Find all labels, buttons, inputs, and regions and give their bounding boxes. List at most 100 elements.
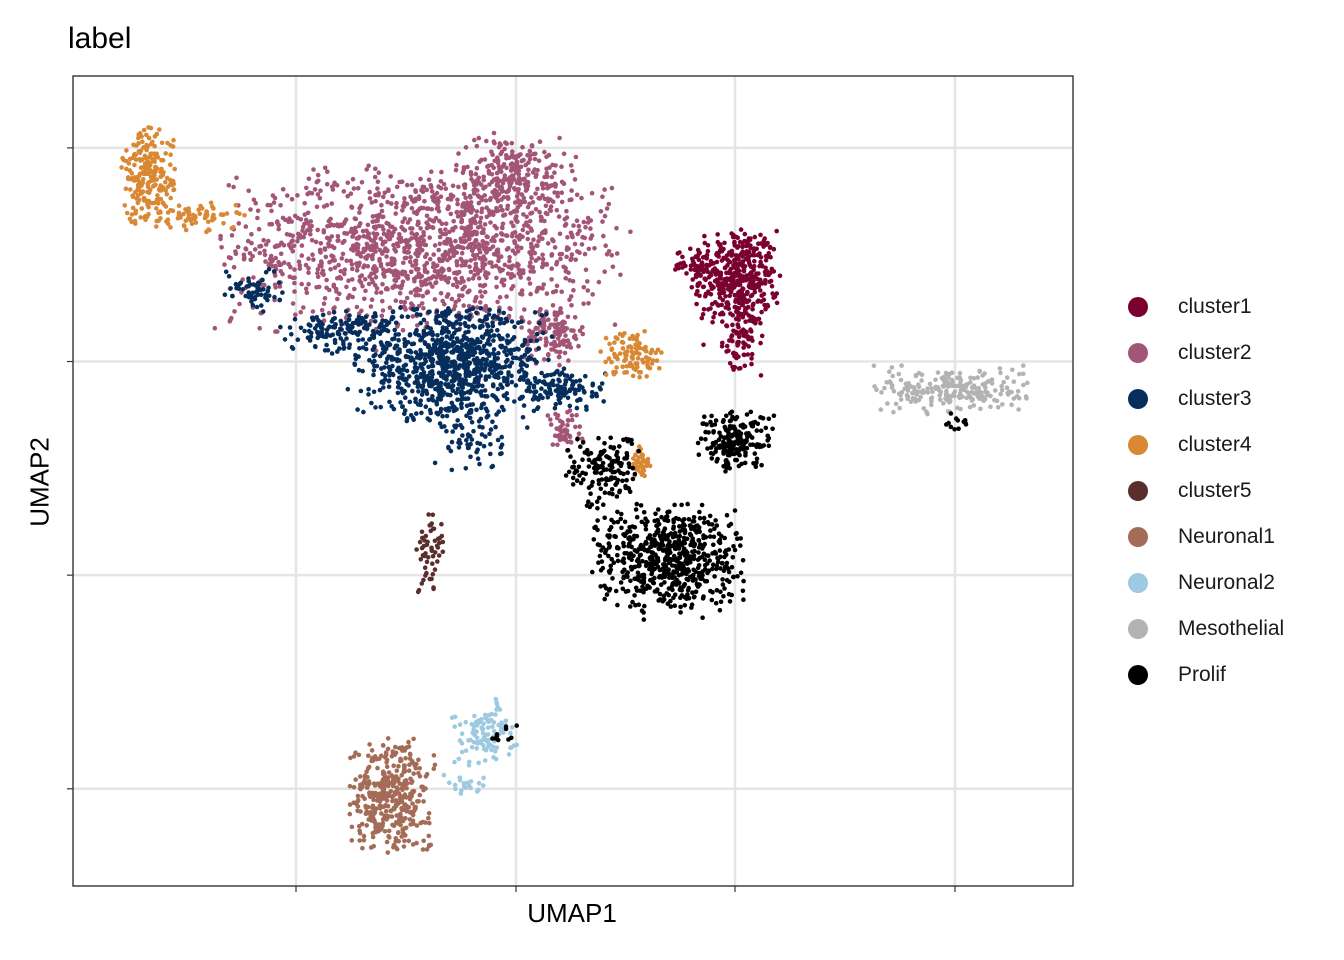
data-point — [606, 249, 612, 254]
data-point — [557, 251, 563, 257]
data-point — [566, 418, 571, 423]
data-point — [406, 768, 412, 773]
data-point — [454, 345, 460, 351]
data-point — [140, 157, 145, 162]
data-point — [165, 140, 170, 146]
data-point — [482, 758, 488, 763]
data-point — [535, 243, 540, 249]
data-point — [247, 251, 253, 256]
data-point — [441, 349, 446, 355]
data-point — [479, 432, 485, 437]
data-point — [459, 380, 464, 386]
data-point — [157, 127, 162, 132]
data-point — [157, 186, 162, 191]
data-point — [567, 376, 572, 382]
data-point — [380, 224, 385, 229]
data-point — [398, 400, 403, 405]
data-point — [577, 424, 583, 429]
data-point — [373, 829, 378, 835]
data-point — [957, 370, 963, 376]
data-point — [637, 341, 642, 346]
data-point — [380, 769, 386, 774]
data-point — [512, 251, 518, 256]
data-point — [372, 319, 378, 324]
data-point — [622, 331, 627, 336]
data-point — [504, 189, 509, 195]
data-point — [413, 261, 419, 267]
data-point — [498, 151, 504, 157]
data-point — [445, 257, 450, 263]
data-point — [505, 396, 510, 402]
data-point — [550, 303, 556, 308]
data-point — [908, 384, 914, 389]
data-point — [713, 300, 718, 305]
data-point — [146, 190, 152, 196]
data-point — [337, 291, 342, 297]
data-point — [461, 165, 467, 170]
data-point — [738, 366, 743, 371]
data-point — [395, 390, 401, 396]
data-point — [749, 361, 754, 367]
data-point — [509, 266, 514, 271]
data-point — [410, 307, 416, 312]
data-point — [405, 354, 411, 360]
data-point — [647, 366, 653, 371]
data-point — [362, 277, 368, 282]
data-point — [602, 269, 607, 275]
data-point — [400, 390, 406, 396]
data-point — [272, 273, 278, 278]
data-point — [472, 256, 478, 262]
data-point — [236, 221, 242, 226]
data-point — [330, 332, 336, 338]
data-point — [461, 191, 467, 197]
data-point — [387, 835, 392, 840]
data-point — [234, 210, 239, 215]
data-point — [434, 410, 440, 416]
data-point — [361, 409, 366, 415]
data-point — [733, 329, 739, 335]
data-point — [400, 327, 406, 333]
data-point — [726, 259, 732, 265]
data-point — [442, 356, 447, 362]
data-point — [350, 320, 356, 326]
data-point — [504, 247, 510, 252]
data-point — [748, 236, 753, 241]
data-point — [723, 282, 729, 288]
data-point — [554, 331, 560, 337]
data-point — [529, 244, 534, 250]
data-point — [614, 225, 619, 231]
data-point — [416, 770, 421, 776]
data-point — [356, 367, 362, 373]
data-point — [871, 363, 877, 369]
data-point — [484, 138, 489, 144]
data-point — [740, 286, 745, 291]
data-point — [526, 385, 532, 390]
data-point — [389, 259, 395, 264]
data-point — [371, 806, 376, 811]
data-point — [243, 224, 249, 229]
data-point — [483, 406, 489, 412]
data-point — [504, 165, 509, 171]
data-point — [427, 417, 433, 423]
data-point — [368, 304, 374, 309]
data-point — [378, 340, 384, 345]
data-point — [386, 378, 392, 384]
data-point — [393, 320, 399, 326]
data-point — [631, 456, 636, 461]
data-point — [379, 208, 385, 214]
data-point — [762, 281, 768, 286]
data-point — [979, 390, 984, 395]
data-point — [524, 363, 530, 369]
data-point — [399, 745, 405, 750]
data-point — [744, 243, 749, 249]
data-point — [1004, 375, 1010, 380]
data-point — [490, 315, 496, 320]
data-point — [296, 231, 301, 237]
data-point — [402, 200, 407, 205]
data-point — [473, 720, 479, 726]
data-point — [941, 401, 946, 406]
data-point — [553, 288, 559, 294]
data-point — [374, 290, 379, 295]
data-point — [933, 377, 938, 383]
